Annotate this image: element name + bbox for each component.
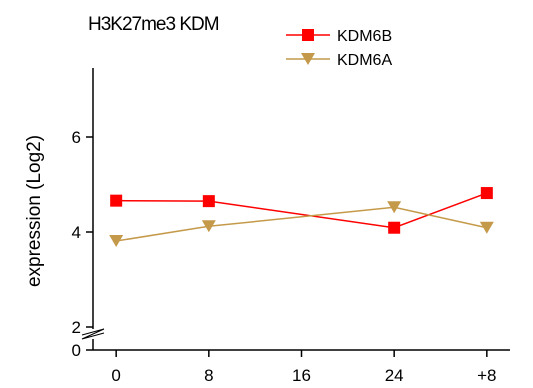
chart-title: H3K27me3 KDM xyxy=(88,14,219,35)
legend: KDM6B KDM6A xyxy=(286,28,392,69)
data-point-kdm6a xyxy=(387,201,402,214)
y-axis-label: expression (Log2) xyxy=(24,135,45,287)
data-point-kdm6a xyxy=(201,220,216,233)
data-point-kdm6b xyxy=(388,221,401,234)
x-tick-label: 0 xyxy=(111,366,120,385)
series-line-kdm6b xyxy=(116,192,488,229)
series-line-kdm6a xyxy=(116,206,487,242)
data-point-kdm6b xyxy=(110,194,123,207)
legend-label-kdm6b: KDM6B xyxy=(337,28,392,45)
x-tick-label: 24 xyxy=(385,366,404,385)
legend-marker-kdm6a xyxy=(301,53,315,65)
series-layer xyxy=(109,187,494,248)
y-tick-label: 2 xyxy=(72,318,81,337)
x-tick-label: 8 xyxy=(204,366,213,385)
data-point-kdm6a xyxy=(109,235,124,248)
y-tick-label: 0 xyxy=(72,341,81,360)
data-point-kdm6b xyxy=(202,195,215,208)
legend-marker-kdm6b xyxy=(302,29,314,41)
y-tick-label: 4 xyxy=(72,223,81,242)
y-tick-label: 6 xyxy=(72,128,81,147)
x-tick-label: +8 xyxy=(477,366,496,385)
legend-label-kdm6a: KDM6A xyxy=(337,52,392,69)
x-tick-label: 16 xyxy=(292,366,311,385)
y-axis-break-mark xyxy=(81,328,105,340)
data-point-kdm6b xyxy=(480,187,493,200)
data-point-kdm6a xyxy=(479,221,494,234)
